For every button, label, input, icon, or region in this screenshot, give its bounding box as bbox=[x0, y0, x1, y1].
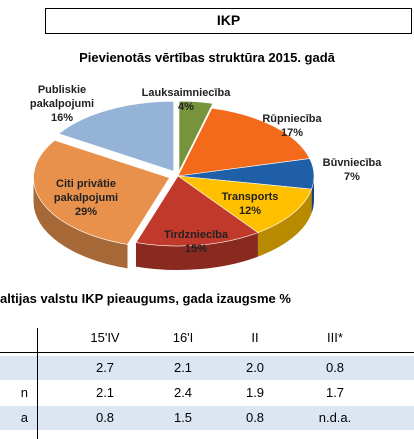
category-label: Publiskie pakalpojumi bbox=[29, 84, 95, 110]
slice-label: Transports 12% bbox=[195, 190, 305, 218]
row-label: a bbox=[20, 410, 28, 425]
slice-label: Tirdzniecība 15% bbox=[141, 228, 251, 256]
slice-top bbox=[177, 107, 311, 177]
row-band bbox=[0, 406, 414, 430]
column-header: II bbox=[251, 330, 259, 345]
slice-top bbox=[33, 139, 170, 245]
pie-slice bbox=[178, 100, 214, 172]
pie-slice bbox=[33, 139, 170, 269]
slice-label: Citi privātie pakalpojumi 29% bbox=[41, 177, 131, 219]
slice-top bbox=[176, 175, 313, 233]
table-cell: 1.5 bbox=[173, 410, 193, 425]
value-label: 4% bbox=[178, 101, 194, 113]
slice-top bbox=[58, 100, 174, 172]
row-label: n bbox=[20, 385, 28, 400]
category-label: Lauksaimniecība bbox=[141, 87, 231, 99]
value-label: 7% bbox=[344, 171, 360, 183]
slice-side bbox=[135, 232, 258, 270]
row-band bbox=[0, 356, 414, 380]
table-cell: 2.1 bbox=[173, 360, 193, 375]
chart-title: Pievienotās vērtības struktūra 2015. gad… bbox=[79, 50, 335, 65]
category-label: Rūpniecība bbox=[262, 113, 322, 125]
table-cell: 0.8 bbox=[325, 360, 345, 375]
table-cell: 1.7 bbox=[325, 385, 345, 400]
table-cell: 0.8 bbox=[95, 410, 115, 425]
column-header: 15'IV bbox=[90, 330, 120, 345]
slice-side bbox=[33, 177, 128, 269]
value-label: 29% bbox=[74, 206, 98, 218]
table-cell: 2.4 bbox=[173, 385, 193, 400]
pie-slice bbox=[177, 107, 311, 177]
slice-label: Būvniecība 7% bbox=[297, 156, 407, 184]
category-label: Tirdzniecība bbox=[164, 229, 228, 241]
value-label: 12% bbox=[238, 205, 262, 217]
column-header: III* bbox=[327, 330, 343, 345]
table-title: altijas valstu IKP pieaugums, gada izaug… bbox=[0, 291, 291, 306]
column-header: 16'I bbox=[172, 330, 194, 345]
value-label: 16% bbox=[50, 112, 74, 124]
slice-side bbox=[257, 189, 312, 257]
value-label: 15% bbox=[184, 243, 208, 255]
slice-top bbox=[135, 175, 259, 247]
pie-slice bbox=[135, 175, 259, 270]
table-cell: 2.0 bbox=[245, 360, 265, 375]
slice-label: Publiskie pakalpojumi 16% bbox=[27, 83, 97, 125]
table-cell: 2.1 bbox=[95, 385, 115, 400]
table-cell: 2.7 bbox=[95, 360, 115, 375]
category-label: Būvniecība bbox=[322, 157, 382, 169]
table-cell: 1.9 bbox=[245, 385, 265, 400]
header-title: IKP bbox=[45, 8, 412, 34]
table-cell: 0.8 bbox=[245, 410, 265, 425]
pie-slice bbox=[176, 175, 313, 257]
header-rule bbox=[0, 352, 414, 353]
slice-label: Lauksaimniecība 4% bbox=[131, 86, 241, 114]
column-rule bbox=[37, 328, 38, 439]
value-label: 17% bbox=[280, 127, 304, 139]
category-label: Citi privātie pakalpojumi bbox=[53, 178, 119, 204]
slice-top bbox=[178, 100, 214, 172]
table-cell: n.d.a. bbox=[318, 410, 352, 425]
pie-slice bbox=[58, 100, 174, 172]
pie-chart bbox=[33, 100, 315, 270]
slice-side bbox=[311, 176, 314, 214]
slice-label: Rūpniecība 17% bbox=[237, 112, 347, 140]
category-label: Transports bbox=[221, 191, 279, 203]
